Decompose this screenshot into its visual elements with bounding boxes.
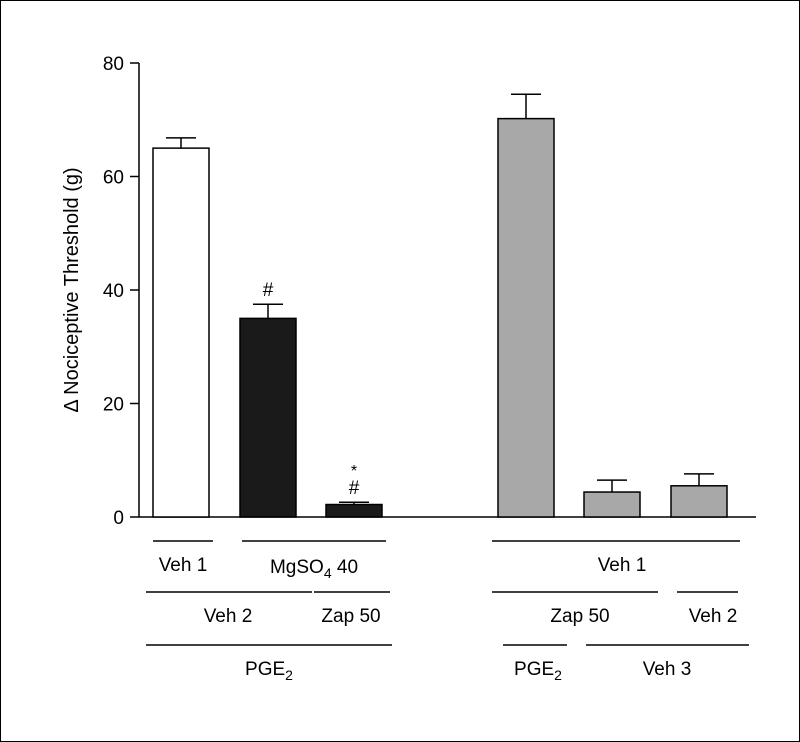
veh1-left-label: Veh 1 xyxy=(159,555,208,576)
mgso4-label: MgSO4 40 xyxy=(270,557,358,581)
veh3-right-label: Veh 3 xyxy=(643,659,692,680)
bar-group-4 xyxy=(497,93,555,518)
y-tick-label: 0 xyxy=(113,508,124,529)
zap50-left-label: Zap 50 xyxy=(321,606,380,627)
significance-mark: * xyxy=(351,463,357,480)
pge2-right-label: PGE2 xyxy=(514,659,562,683)
bar-group-3: #* xyxy=(325,463,383,518)
bar-group-1 xyxy=(152,137,210,518)
bar xyxy=(670,485,728,518)
bar xyxy=(152,147,210,518)
bar xyxy=(325,503,383,518)
veh2-left-label: Veh 2 xyxy=(204,606,253,627)
bar xyxy=(239,317,297,518)
bar xyxy=(583,491,641,518)
y-tick-label: 20 xyxy=(103,395,124,416)
y-tick-label: 40 xyxy=(103,281,124,302)
treatment-labels: Veh 1 MgSO4 40 Veh 2 Zap 50 PGE2 Veh 1 Z… xyxy=(146,540,749,683)
y-tick-label: 60 xyxy=(103,168,124,189)
zap50-right-label: Zap 50 xyxy=(550,606,609,627)
chart-bars: ##* xyxy=(152,93,728,518)
bar-group-5 xyxy=(583,479,641,518)
veh1-right-label: Veh 1 xyxy=(598,555,647,576)
bar-group-6 xyxy=(670,473,728,518)
pge2-left-label: PGE2 xyxy=(245,659,293,683)
y-axis-label: Δ Nociceptive Threshold (g) xyxy=(61,167,83,412)
significance-mark: # xyxy=(263,280,274,301)
y-tick-label: 80 xyxy=(103,54,124,75)
significance-mark: # xyxy=(349,478,360,499)
veh2-right-label: Veh 2 xyxy=(689,606,738,627)
bar xyxy=(497,117,555,518)
bar-group-2: # xyxy=(239,280,297,518)
